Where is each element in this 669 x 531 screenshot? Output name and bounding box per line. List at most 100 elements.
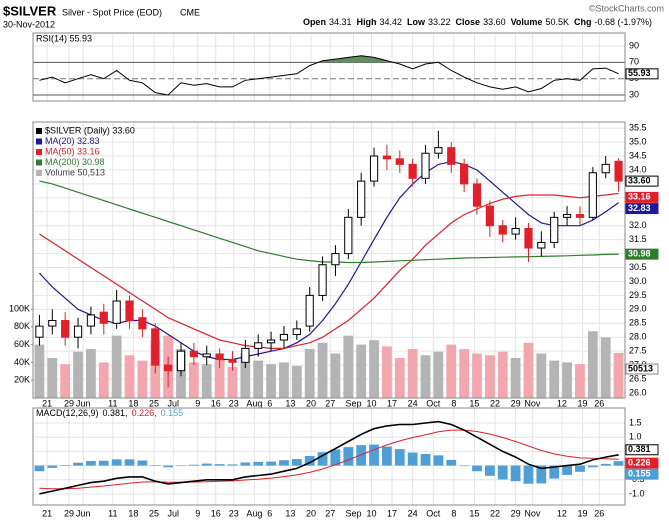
- macd-frame: [32, 407, 626, 506]
- value-tag-label: 30.98: [628, 249, 651, 259]
- volume-bar: [304, 349, 315, 398]
- x-tick-label: 29: [64, 398, 74, 408]
- volume-tick-label: 80K: [14, 321, 30, 331]
- x-tick-label: Jul: [168, 508, 180, 518]
- x-tick-label: 12: [557, 398, 567, 408]
- histogram-bar: [459, 465, 470, 467]
- histogram-bar: [420, 453, 431, 466]
- stats-line: Open 34.31 High 34.42 Low 33.22 Close 33.60 Volu…: [303, 17, 652, 27]
- histogram-bar: [111, 459, 122, 466]
- legend-swatch: [36, 149, 42, 155]
- credit: ©StockCharts.com: [589, 3, 664, 13]
- x-tick-label: 27: [325, 508, 335, 518]
- histogram-bar: [497, 465, 508, 480]
- value-tag: [625, 468, 659, 480]
- x-tick-label: 23: [229, 508, 239, 518]
- x-tick-label: 19: [578, 508, 588, 518]
- x-tick-label: 24: [408, 508, 418, 518]
- x-tick-label: 9: [195, 398, 200, 408]
- stat-label: Low: [407, 17, 426, 27]
- macd-legend: MACD(12,26,9) 0.381, 0.226, 0.155: [36, 408, 183, 418]
- candle-body: [357, 180, 366, 218]
- volume-bar: [446, 344, 457, 398]
- candle-body: [241, 347, 250, 363]
- x-tick-label: Sep: [345, 508, 361, 518]
- histogram-bar: [549, 465, 560, 479]
- volume-bar: [240, 353, 251, 398]
- x-tick-label: 27: [325, 398, 335, 408]
- x-tick-label: 26: [594, 398, 604, 408]
- value-tag-label: 0.155: [628, 469, 651, 479]
- volume-bar: [34, 344, 45, 398]
- histogram-bar: [330, 449, 341, 466]
- y-tick-label: 1.5: [629, 417, 642, 427]
- candle-body: [61, 319, 70, 338]
- value-tag: [625, 191, 659, 203]
- candle-body: [266, 339, 276, 344]
- volume-bar: [137, 360, 148, 398]
- histogram-bar: [137, 460, 148, 466]
- candle-body: [151, 328, 160, 366]
- candle-body: [562, 214, 572, 218]
- histogram-bar: [214, 464, 225, 466]
- histogram-bar: [163, 465, 174, 468]
- volume-bar: [73, 351, 83, 398]
- candle-body: [138, 317, 147, 330]
- candle-body: [112, 300, 121, 324]
- x-tick-label: 21: [42, 398, 52, 408]
- legend-label: MA(200) 30.98: [45, 157, 105, 167]
- y-tick-label: 29.0: [629, 304, 647, 314]
- histogram-bar: [188, 464, 199, 466]
- candle-body: [331, 253, 340, 266]
- histogram-bar: [433, 455, 444, 466]
- histogram-bar: [484, 465, 495, 476]
- histogram-bar: [60, 465, 71, 466]
- histogram-bar: [369, 444, 379, 466]
- candle-body: [421, 152, 430, 179]
- x-tick-label: 26: [594, 508, 604, 518]
- name: Silver - Spot Price (EOD): [62, 7, 162, 17]
- y-tick-label: 28.0: [629, 332, 647, 342]
- candle-body: [292, 328, 301, 335]
- volume-bar: [575, 364, 585, 398]
- stat-label: Close: [456, 17, 481, 27]
- stat-value: 33.22: [428, 17, 451, 27]
- volume-bar: [266, 364, 276, 398]
- histogram-bar: [47, 465, 58, 468]
- x-tick-label: 29: [511, 508, 521, 518]
- volume-bar: [472, 353, 482, 398]
- y-tick-label: 90: [629, 40, 639, 50]
- candle-body: [601, 163, 610, 174]
- stat-value: 34.42: [379, 17, 402, 27]
- histogram-bar: [304, 455, 315, 466]
- volume-bar: [407, 349, 418, 398]
- x-tick-label: 22: [490, 398, 500, 408]
- volume-bar: [536, 353, 547, 398]
- histogram-bar: [343, 447, 354, 466]
- candle-body: [460, 163, 469, 185]
- candle-body: [395, 158, 404, 165]
- histogram-bar: [446, 459, 457, 466]
- stat-label: Chg: [574, 17, 592, 27]
- x-tick-label: 29: [511, 398, 521, 408]
- volume-tick-label: 60K: [14, 339, 30, 349]
- volume-tick-label: 40K: [14, 357, 30, 367]
- y-tick-label: 26.5: [629, 373, 647, 383]
- legend-label: MA(20) 32.83: [45, 136, 100, 146]
- value-tag: [625, 248, 659, 260]
- x-tick-label: 10: [366, 508, 376, 518]
- x-tick-label: Jul: [168, 398, 180, 408]
- signal-line: [39, 429, 619, 490]
- legend-value: 0.226,: [132, 408, 157, 418]
- histogram-bar: [472, 465, 482, 472]
- volume-bar: [47, 357, 58, 398]
- histogram-bar: [253, 461, 264, 466]
- x-tick-label: 13: [285, 398, 295, 408]
- moving-average: [38, 160, 619, 361]
- value-tag: [625, 68, 659, 80]
- candle-body: [318, 264, 327, 296]
- value-tag-label: 55.93: [628, 68, 651, 78]
- x-tick-label: 13: [285, 508, 295, 518]
- candle-body: [99, 311, 108, 324]
